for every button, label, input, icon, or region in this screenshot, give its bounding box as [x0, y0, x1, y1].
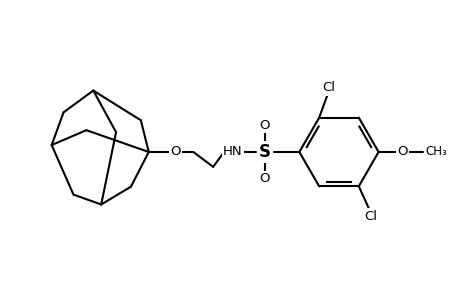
Text: CH₃: CH₃ — [424, 146, 446, 158]
Text: HN: HN — [223, 146, 242, 158]
Text: O: O — [259, 119, 269, 132]
Text: O: O — [170, 146, 180, 158]
Text: O: O — [396, 146, 407, 158]
Text: O: O — [259, 172, 269, 185]
Text: S: S — [258, 143, 270, 161]
Text: Cl: Cl — [322, 81, 335, 94]
Text: Cl: Cl — [364, 209, 376, 223]
